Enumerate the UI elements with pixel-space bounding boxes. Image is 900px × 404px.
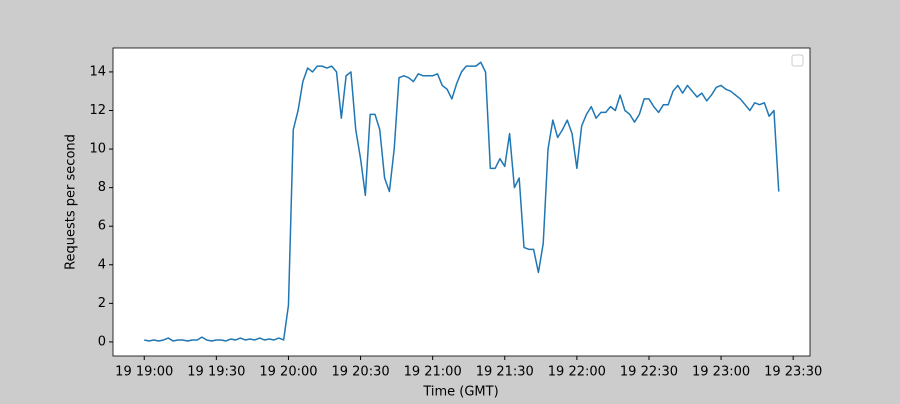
x-tick-label: 19 20:30 xyxy=(331,365,389,380)
y-tick-label: 0 xyxy=(98,334,106,349)
y-tick-label: 12 xyxy=(89,103,106,118)
y-tick-label: 10 xyxy=(89,142,106,157)
x-tick-label: 19 22:00 xyxy=(548,365,606,380)
x-tick-label: 19 21:00 xyxy=(404,365,462,380)
x-tick-label: 19 23:00 xyxy=(692,365,750,380)
y-tick-label: 14 xyxy=(89,64,106,79)
x-tick-label: 19 21:30 xyxy=(476,365,534,380)
y-axis-label: Requests per second xyxy=(64,134,79,270)
x-tick-label: 19 19:30 xyxy=(187,365,245,380)
x-axis-label: Time (GMT) xyxy=(422,385,498,400)
y-tick-label: 4 xyxy=(98,257,106,272)
axes-frame xyxy=(112,47,811,357)
x-tick-label: 19 19:00 xyxy=(115,365,173,380)
plot-area xyxy=(113,48,810,356)
data-line xyxy=(144,61,780,342)
y-tick-label: 8 xyxy=(98,180,106,195)
x-tick-label: 19 22:30 xyxy=(620,365,678,380)
legend xyxy=(791,54,804,67)
x-tick-label: 19 23:30 xyxy=(764,365,822,380)
y-tick-label: 2 xyxy=(98,296,106,311)
y-tick-label: 6 xyxy=(98,219,106,234)
x-tick-label: 19 20:00 xyxy=(259,365,317,380)
